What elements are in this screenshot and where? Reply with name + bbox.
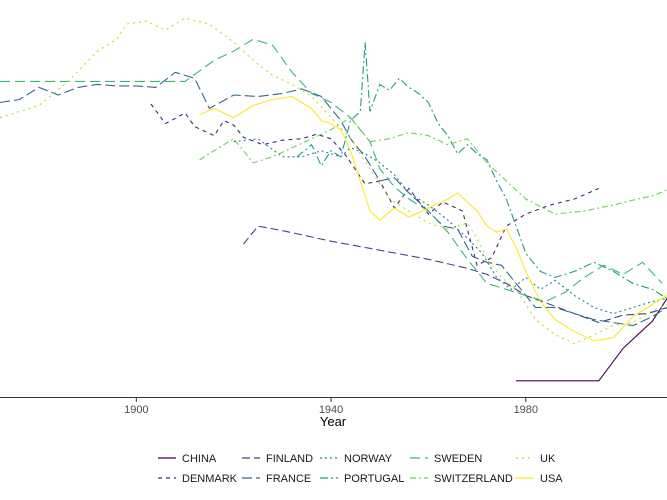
legend-item-sweden: SWEDEN	[410, 453, 482, 465]
legend-item-uk: UK	[516, 453, 556, 465]
series-line-norway	[233, 138, 667, 315]
x-axis-ticks: 1900 1940 1980	[124, 398, 538, 416]
series-layer	[0, 17, 667, 382]
series-line-usa	[199, 95, 667, 342]
series-line-uk	[0, 17, 667, 345]
legend-label: DENMARK	[182, 473, 238, 485]
legend-item-norway: NORWAY	[320, 453, 393, 465]
series-line-china	[516, 298, 667, 382]
series-line-portugal	[296, 42, 667, 299]
series-line-denmark	[150, 103, 600, 267]
x-tick-label: 1980	[514, 404, 538, 416]
x-tick-label: 1900	[124, 404, 148, 416]
legend: CHINA DENMARK FINLAND FRANCE NORWAY PORTUGAL S…	[158, 453, 563, 485]
series-line-france	[0, 71, 667, 327]
legend-label: FINLAND	[266, 453, 313, 465]
x-axis-title: Year	[320, 414, 347, 429]
legend-label: FRANCE	[266, 473, 311, 485]
legend-item-china: CHINA	[158, 453, 217, 465]
series-line-switzerland	[199, 116, 667, 215]
legend-item-denmark: DENMARK	[158, 473, 238, 485]
legend-label: NORWAY	[344, 453, 393, 465]
legend-label: SWEDEN	[434, 453, 482, 465]
legend-item-portugal: PORTUGAL	[320, 473, 404, 485]
legend-label: USA	[540, 473, 563, 485]
legend-item-france: FRANCE	[242, 473, 311, 485]
x-tick-label: 1940	[319, 404, 343, 416]
legend-label: CHINA	[182, 453, 217, 465]
legend-label: PORTUGAL	[344, 473, 404, 485]
legend-label: UK	[540, 453, 556, 465]
legend-item-switzerland: SWITZERLAND	[410, 473, 513, 485]
legend-item-finland: FINLAND	[242, 453, 313, 465]
legend-label: SWITZERLAND	[434, 473, 513, 485]
series-line-sweden	[0, 38, 663, 303]
series-line-finland	[242, 225, 667, 324]
legend-item-usa: USA	[516, 473, 563, 485]
